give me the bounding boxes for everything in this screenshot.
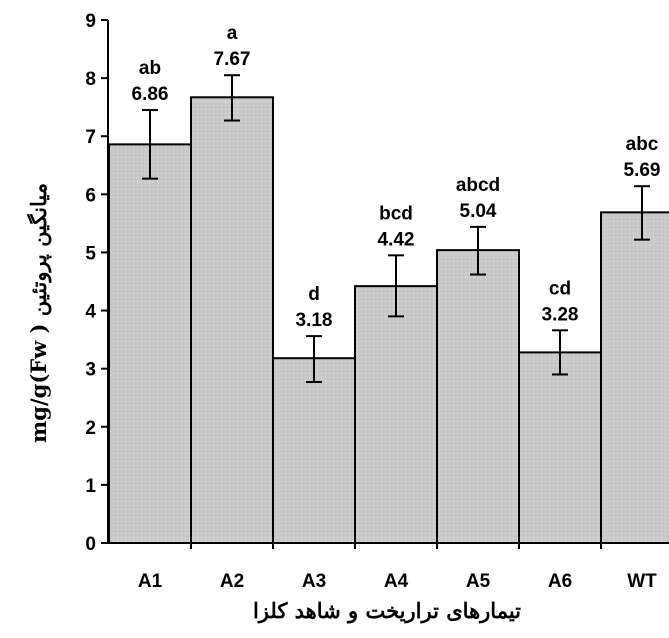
bar-a3 — [272, 357, 356, 544]
bars-layer — [108, 96, 669, 545]
value-label: 5.04 — [460, 201, 497, 222]
bar-a5 — [436, 249, 520, 544]
x-tick-label: A3 — [302, 571, 326, 592]
value-label: 7.67 — [214, 49, 251, 70]
labels-layer: 6.86 ab A1 7.67 a A2 3.18 d A3 4.42 bcd A4 5.04 abcd A… — [85, 11, 660, 592]
y-tick-label: 5 — [85, 243, 96, 264]
significance-letter: ab — [139, 58, 161, 79]
bar-a1 — [108, 143, 192, 544]
y-tick-label: 6 — [85, 185, 96, 206]
y-tick-label: 7 — [85, 127, 96, 148]
bar-a6 — [518, 351, 602, 545]
x-tick-label: A6 — [548, 571, 572, 592]
y-tick-label: 1 — [85, 476, 96, 497]
bar-a4 — [354, 285, 438, 544]
axes-layer — [101, 19, 669, 549]
significance-letter: bcd — [379, 203, 413, 224]
significance-letter: abcd — [456, 175, 500, 196]
error-bars-layer — [142, 74, 650, 384]
x-tick-label: WT — [627, 571, 657, 592]
bar-wt — [600, 211, 669, 544]
value-label: 5.69 — [624, 160, 661, 181]
x-tick-label: A5 — [466, 571, 491, 592]
y-axis-title: mg/g(Fw ) میانگین پروتئین — [26, 183, 52, 443]
y-tick-label: 8 — [85, 69, 96, 90]
significance-letter: d — [308, 284, 320, 305]
significance-letter: a — [227, 23, 238, 44]
value-label: 4.42 — [378, 229, 415, 250]
significance-letter: abc — [626, 134, 659, 155]
value-label: 3.28 — [542, 304, 579, 325]
y-tick-label: 9 — [85, 11, 96, 32]
y-tick-label: 4 — [85, 302, 96, 323]
value-label: 6.86 — [132, 84, 169, 105]
x-tick-label: A2 — [220, 571, 244, 592]
y-tick-label: 0 — [85, 534, 96, 555]
x-axis-title: تیمارهای تراریخت و شاهد کلزا — [253, 598, 521, 624]
bar-a2 — [190, 96, 274, 544]
y-tick-label: 2 — [85, 418, 96, 439]
value-label: 3.18 — [296, 310, 333, 331]
y-tick-label: 3 — [85, 360, 96, 381]
x-tick-label: A4 — [384, 571, 409, 592]
significance-letter: cd — [549, 278, 571, 299]
x-tick-label: A1 — [138, 571, 163, 592]
